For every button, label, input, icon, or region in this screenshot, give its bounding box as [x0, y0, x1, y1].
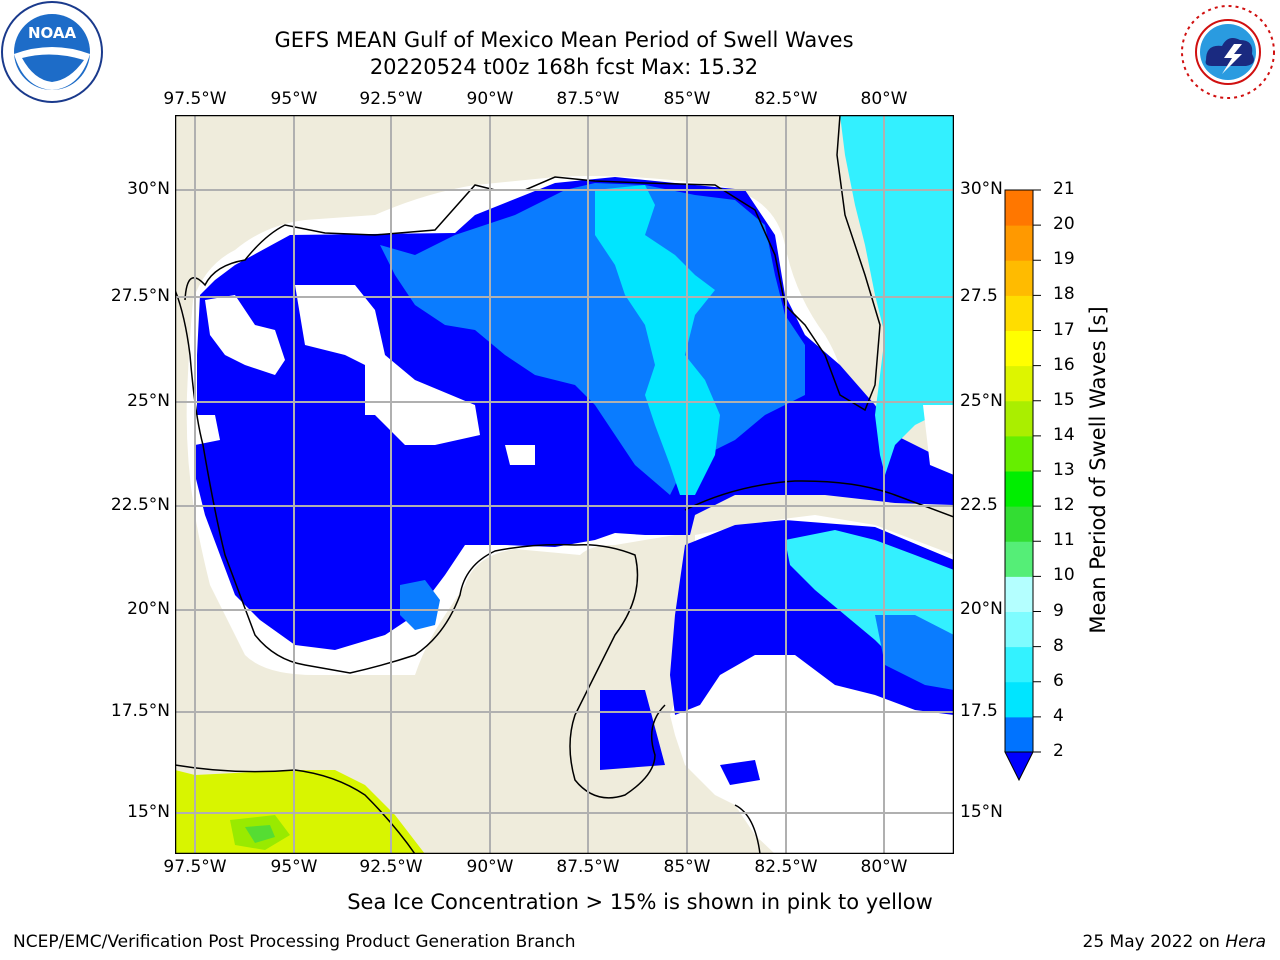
lon-tick-label-bottom: 95°W: [270, 857, 318, 877]
colorbar-swatch: [1005, 611, 1033, 648]
lat-tick-label-left: 22.5°N: [110, 495, 170, 515]
colorbar-swatch: [1005, 681, 1033, 718]
colorbar-swatch: [1005, 400, 1033, 437]
lon-tick-label-top: 95°W: [270, 89, 318, 109]
lat-tick-label-left: 27.5°N: [110, 286, 170, 306]
colorbar-swatch: [1005, 260, 1033, 296]
atlantic-white-patch: [923, 405, 954, 475]
chart-title: GEFS MEAN Gulf of Mexico Mean Period of …: [274, 28, 854, 52]
colorbar-swatch: [1005, 471, 1033, 507]
no-data-patch: [505, 445, 535, 465]
colorbar-tick-label: 18: [1053, 284, 1075, 305]
lat-tick-label-right: 30°N: [960, 179, 1003, 199]
lat-tick-label-right: 15°N: [960, 802, 1003, 822]
colorbar-swatch: [1005, 576, 1033, 612]
map-panel: [175, 115, 954, 854]
lat-tick-label-left: 17.5°N: [110, 701, 170, 721]
lat-tick-label-left: 20°N: [127, 599, 170, 619]
lon-tick-label-top: 97.5°W: [163, 89, 227, 109]
colorbar-tick-label: 20: [1053, 214, 1075, 235]
no-data-patch: [205, 295, 285, 375]
lon-tick-label-top: 85°W: [663, 89, 711, 109]
no-data-patch: [295, 285, 480, 445]
colorbar-tick-label: 14: [1053, 424, 1075, 445]
ice-note: Sea Ice Concentration > 15% is shown in …: [0, 890, 1280, 914]
gulf-swell-6s: [595, 185, 720, 495]
lat-tick-label-right: 20°N: [960, 599, 1003, 619]
footer-date: 25 May 2022 on Hera: [1083, 932, 1267, 952]
noaa-logo: NOAA: [1, 1, 103, 103]
footer-date-text: 25 May 2022 on: [1082, 932, 1226, 952]
lat-tick-label-left: 15°N: [127, 802, 170, 822]
colorbar-swatch: [1005, 295, 1033, 331]
chart-subtitle: 20220524 t00z 168h fcst Max: 15.32: [369, 55, 759, 79]
colorbar-tick-label: 15: [1053, 389, 1075, 410]
footer-machine: Hera: [1225, 932, 1266, 952]
lon-tick-label-bottom: 87.5°W: [556, 857, 620, 877]
colorbar: [1004, 189, 1041, 782]
lon-tick-label-top: 87.5°W: [556, 89, 620, 109]
colorbar-under-arrow: [1004, 751, 1034, 782]
lon-tick-label-top: 80°W: [860, 89, 908, 109]
lon-tick-label-bottom: 92.5°W: [359, 857, 423, 877]
pacific-ice-inner: [245, 825, 275, 843]
lat-tick-label-left: 25°N: [127, 391, 170, 411]
colorbar-swatch: [1005, 506, 1033, 542]
colorbar-swatch: [1005, 541, 1033, 577]
lon-tick-label-top: 82.5°W: [754, 89, 818, 109]
atlantic-swell-6s: [840, 115, 954, 475]
colorbar-tick-label: 12: [1053, 495, 1075, 516]
caribbean-swell-4s: [875, 615, 954, 690]
noaa-logo-text: NOAA: [28, 24, 77, 42]
lon-tick-label-top: 90°W: [466, 89, 514, 109]
caribbean-swell-2s-patch: [720, 760, 760, 785]
colorbar-tick-label: 8: [1053, 635, 1064, 656]
colorbar-swatch: [1005, 646, 1033, 683]
gulf-swell-4s-blob: [400, 580, 440, 630]
colorbar-swatch: [1005, 330, 1033, 367]
caribbean-swell-2s-patch: [600, 690, 665, 770]
lat-tick-label-right: 22.5: [960, 495, 998, 515]
gridlines: [175, 115, 954, 854]
lon-tick-label-bottom: 80°W: [860, 857, 908, 877]
colorbar-title: Mean Period of Swell Waves [s]: [1086, 306, 1110, 634]
ice-note-text: Sea Ice Concentration > 15% is shown in …: [347, 890, 933, 914]
lon-tick-label-bottom: 82.5°W: [754, 857, 818, 877]
colorbar-tick-label: 17: [1053, 319, 1075, 340]
colorbar-swatch: [1005, 716, 1033, 753]
lat-tick-label-left: 30°N: [127, 179, 170, 199]
lat-tick-label-right: 25°N: [960, 391, 1003, 411]
map-border: [175, 115, 954, 854]
lon-tick-label-bottom: 90°W: [466, 857, 514, 877]
nws-logo: [1178, 2, 1278, 102]
colorbar-tick-label: 13: [1053, 460, 1075, 480]
colorbar-tick-label: 2: [1053, 741, 1064, 761]
colorbar-tick-label: 6: [1053, 670, 1064, 691]
colorbar-tick-label: 9: [1053, 600, 1064, 621]
colorbar-swatch: [1005, 365, 1033, 402]
lat-tick-label-right: 27.5: [960, 286, 998, 306]
colorbar-swatch: [1005, 435, 1033, 472]
colorbar-swatch: [1005, 190, 1033, 226]
footer-credit: NCEP/EMC/Verification Post Processing Pr…: [13, 932, 576, 952]
lon-tick-label-bottom: 97.5°W: [163, 857, 227, 877]
colorbar-swatch: [1005, 225, 1033, 261]
colorbar-tick-label: 19: [1053, 249, 1075, 270]
colorbar-tick-label: 10: [1053, 565, 1075, 586]
colorbar-tick-label: 4: [1053, 705, 1064, 726]
colorbar-tick-label: 16: [1053, 354, 1075, 375]
colorbar-tick-label: 11: [1053, 530, 1075, 551]
lon-tick-label-top: 92.5°W: [359, 89, 423, 109]
lat-tick-label-right: 17.5: [960, 701, 998, 721]
colorbar-tick-label: 21: [1053, 179, 1075, 199]
lon-tick-label-bottom: 85°W: [663, 857, 711, 877]
